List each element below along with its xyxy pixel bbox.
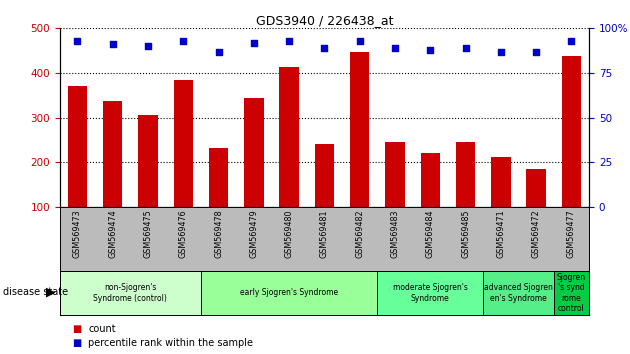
Bar <box>562 57 581 252</box>
Bar <box>456 142 475 252</box>
Bar <box>315 144 334 252</box>
Point <box>319 45 329 51</box>
Point <box>496 49 506 55</box>
Text: GSM569475: GSM569475 <box>144 209 152 258</box>
Text: GSM569473: GSM569473 <box>73 209 82 258</box>
Text: ▶: ▶ <box>46 286 55 298</box>
Text: GSM569476: GSM569476 <box>179 209 188 258</box>
Text: GSM569480: GSM569480 <box>285 209 294 257</box>
Point <box>214 49 224 55</box>
Text: GSM569483: GSM569483 <box>391 209 399 257</box>
Bar <box>209 148 228 252</box>
Bar <box>527 169 546 252</box>
Text: GSM569472: GSM569472 <box>532 209 541 258</box>
Point <box>390 45 400 51</box>
Text: advanced Sjogren
en's Syndrome: advanced Sjogren en's Syndrome <box>484 283 553 303</box>
Text: disease state: disease state <box>3 287 68 297</box>
Bar <box>350 52 369 252</box>
Text: count: count <box>88 324 116 333</box>
Bar <box>174 80 193 252</box>
Text: GSM569471: GSM569471 <box>496 209 505 258</box>
Bar <box>139 115 158 252</box>
Point <box>143 44 153 49</box>
Text: GSM569478: GSM569478 <box>214 209 223 258</box>
Point <box>72 38 83 44</box>
Point <box>425 47 435 53</box>
Point <box>461 45 471 51</box>
Bar <box>201 271 377 315</box>
Text: percentile rank within the sample: percentile rank within the sample <box>88 338 253 348</box>
Point <box>531 49 541 55</box>
Bar <box>421 153 440 252</box>
Text: ■: ■ <box>72 338 82 348</box>
Bar <box>483 271 554 315</box>
Bar <box>554 271 589 315</box>
Point <box>108 41 118 47</box>
Title: GDS3940 / 226438_at: GDS3940 / 226438_at <box>256 14 393 27</box>
Text: GSM569479: GSM569479 <box>249 209 258 258</box>
Text: early Sjogren's Syndrome: early Sjogren's Syndrome <box>240 289 338 297</box>
Point <box>566 38 576 44</box>
Text: non-Sjogren's
Syndrome (control): non-Sjogren's Syndrome (control) <box>93 283 168 303</box>
Point <box>355 38 365 44</box>
Point <box>178 38 188 44</box>
Bar <box>244 98 263 252</box>
Text: GSM569481: GSM569481 <box>320 209 329 257</box>
Point <box>284 38 294 44</box>
Text: ■: ■ <box>72 324 82 333</box>
Text: GSM569484: GSM569484 <box>426 209 435 257</box>
Text: Sjogren
's synd
rome
control: Sjogren 's synd rome control <box>557 273 586 313</box>
Text: GSM569474: GSM569474 <box>108 209 117 258</box>
Bar <box>377 271 483 315</box>
Point <box>249 40 259 45</box>
Text: GSM569477: GSM569477 <box>567 209 576 258</box>
Bar <box>60 271 201 315</box>
Bar <box>386 142 404 252</box>
Text: GSM569482: GSM569482 <box>355 209 364 258</box>
Bar <box>68 86 87 252</box>
Text: moderate Sjogren's
Syndrome: moderate Sjogren's Syndrome <box>393 283 467 303</box>
Bar <box>103 101 122 252</box>
Text: GSM569485: GSM569485 <box>461 209 470 258</box>
Bar <box>280 67 299 252</box>
Bar <box>491 158 510 252</box>
